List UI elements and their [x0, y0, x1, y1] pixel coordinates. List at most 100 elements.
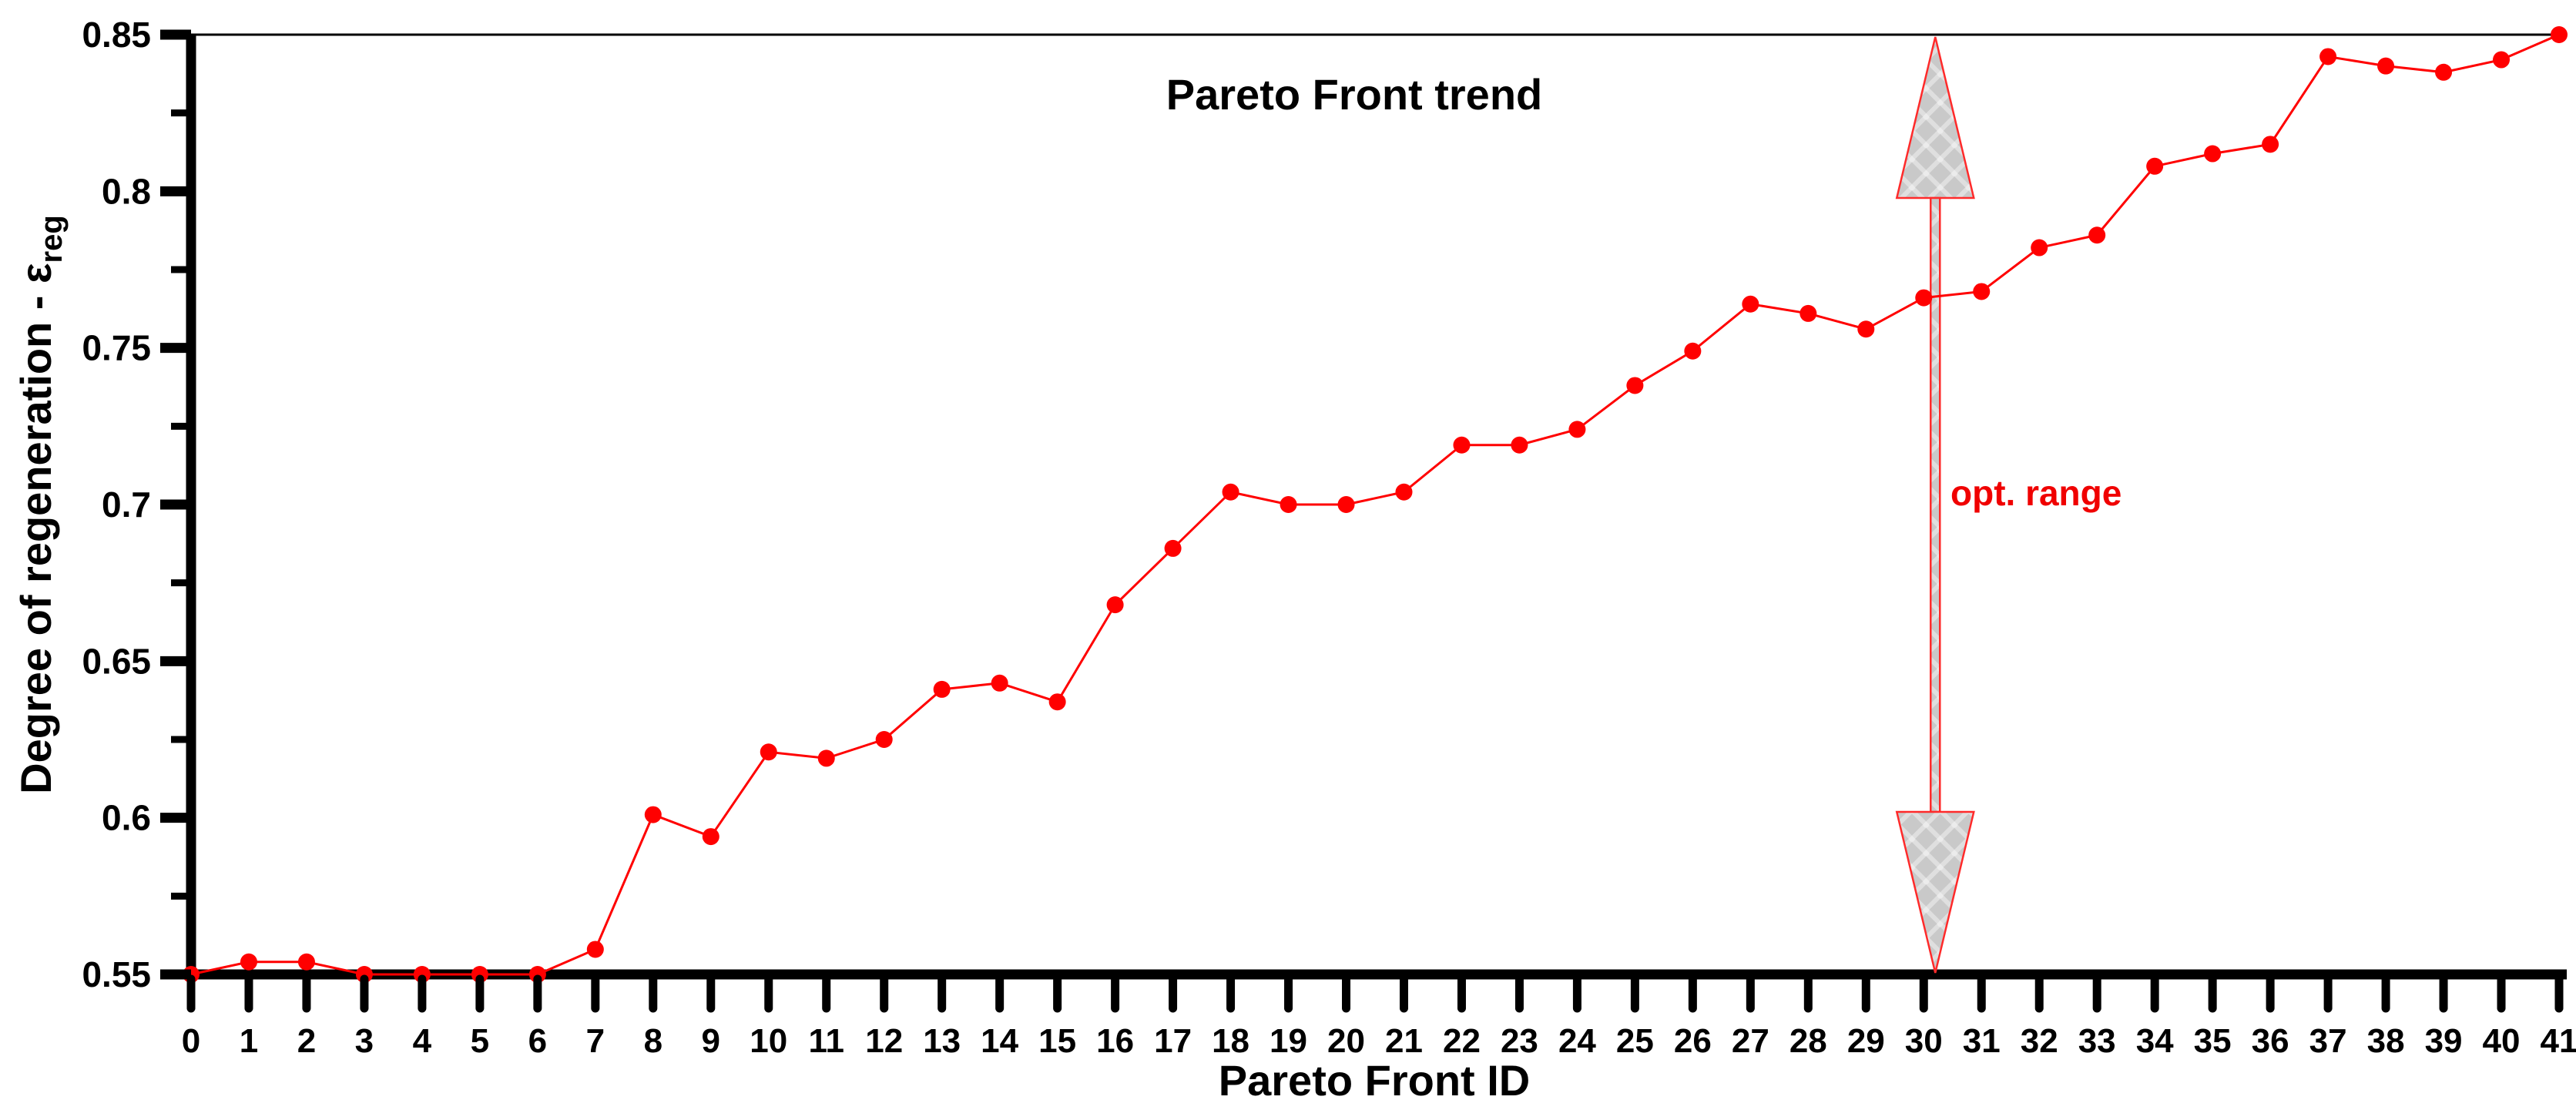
- x-tick-label: 21: [1385, 1022, 1423, 1060]
- data-series: [183, 26, 2568, 983]
- x-tick-label: 15: [1038, 1022, 1076, 1060]
- y-axis-title: Degree of regeneration - εreg: [12, 215, 69, 794]
- x-tick-label: 39: [2425, 1022, 2463, 1060]
- data-point: [1568, 421, 1586, 438]
- data-point: [240, 953, 257, 971]
- data-point: [760, 743, 777, 761]
- data-point: [1106, 596, 1124, 614]
- x-tick-label: 3: [355, 1022, 374, 1060]
- x-tick-label: 27: [1732, 1022, 1769, 1060]
- data-point: [2031, 239, 2048, 257]
- data-point: [1800, 304, 1817, 322]
- x-tick-label: 36: [2252, 1022, 2289, 1060]
- data-point: [2146, 157, 2164, 175]
- x-tick-label: 30: [1905, 1022, 1943, 1060]
- x-tick-label: 28: [1789, 1022, 1827, 1060]
- data-point: [1280, 496, 1297, 513]
- data-point: [1337, 496, 1355, 513]
- data-point: [2088, 226, 2106, 244]
- data-point: [471, 966, 488, 983]
- data-point: [1453, 436, 1471, 454]
- x-tick-label: 23: [1501, 1022, 1538, 1060]
- data-point: [2204, 145, 2222, 163]
- data-point: [1684, 342, 1702, 360]
- opt-range-label: opt. range: [1950, 473, 2122, 513]
- arrow-shaft: [1930, 196, 1941, 813]
- x-tick-label: 29: [1847, 1022, 1885, 1060]
- x-tick-label: 20: [1327, 1022, 1365, 1060]
- x-tick-label: 33: [2078, 1022, 2116, 1060]
- x-tick-label: 37: [2309, 1022, 2347, 1060]
- axis-frame: [186, 33, 2567, 980]
- data-point: [297, 953, 315, 971]
- data-point: [875, 731, 893, 748]
- x-tick-label: 10: [750, 1022, 787, 1060]
- x-tick-label: 17: [1154, 1022, 1192, 1060]
- data-point: [702, 828, 719, 846]
- data-point: [991, 674, 1008, 692]
- x-tick-label: 18: [1212, 1022, 1249, 1060]
- data-point: [2377, 57, 2395, 75]
- data-point: [1915, 289, 1933, 307]
- x-tick-label: 6: [528, 1022, 547, 1060]
- data-point: [933, 680, 951, 698]
- data-point: [2551, 26, 2568, 43]
- x-tick-label: 16: [1096, 1022, 1134, 1060]
- x-tick-label: 1: [240, 1022, 258, 1060]
- data-point: [1742, 295, 1759, 313]
- data-point: [2435, 63, 2453, 81]
- x-axis-title: Pareto Front ID: [1219, 1056, 1530, 1105]
- x-tick-label: 9: [702, 1022, 720, 1060]
- y-tick-label: 0.55: [82, 954, 151, 994]
- data-point: [1857, 320, 1875, 338]
- data-point: [1626, 377, 1644, 394]
- data-point: [413, 966, 431, 983]
- x-tick-label: 0: [182, 1022, 200, 1060]
- x-tick-label: 32: [2021, 1022, 2058, 1060]
- x-tick-label: 24: [1558, 1022, 1596, 1060]
- tick-marks: 0.550.60.650.70.750.80.850 1 2 3 4 5 6 7 8 9 10 11 1…: [82, 15, 2576, 1060]
- x-tick-label: 38: [2367, 1022, 2405, 1060]
- data-point: [528, 966, 546, 983]
- data-point: [586, 941, 604, 958]
- data-point: [1164, 539, 1182, 557]
- y-tick-label: 0.8: [102, 171, 151, 211]
- x-tick-label: 13: [923, 1022, 961, 1060]
- x-tick-label: 2: [297, 1022, 316, 1060]
- series-line: [190, 33, 2560, 976]
- x-tick-label: 40: [2483, 1022, 2521, 1060]
- x-tick-label: 31: [1963, 1022, 2001, 1060]
- data-point: [355, 966, 373, 983]
- data-point: [2493, 51, 2511, 69]
- data-point: [1048, 693, 1066, 711]
- data-point: [1222, 483, 1239, 501]
- x-tick-label: 5: [471, 1022, 489, 1060]
- data-point: [644, 806, 662, 823]
- x-tick-label: 8: [644, 1022, 662, 1060]
- x-tick-label: 19: [1270, 1022, 1307, 1060]
- x-tick-label: 11: [808, 1022, 844, 1060]
- y-tick-label: 0.75: [82, 328, 151, 368]
- x-tick-label: 12: [865, 1022, 903, 1060]
- x-tick-label: 14: [981, 1022, 1018, 1060]
- x-tick-label: 22: [1443, 1022, 1481, 1060]
- arrow-head-down: [1895, 810, 1975, 974]
- data-point: [2319, 48, 2337, 65]
- x-tick-label: 35: [2194, 1022, 2232, 1060]
- y-tick-label: 0.65: [82, 641, 151, 681]
- data-point: [1395, 483, 1413, 501]
- y-tick-label: 0.85: [82, 15, 151, 55]
- x-tick-label: 34: [2136, 1022, 2174, 1060]
- chart-title: Pareto Front trend: [1166, 70, 1542, 119]
- x-tick-label: 26: [1674, 1022, 1712, 1060]
- y-axis-title-main: Degree of regeneration - ε: [12, 263, 60, 793]
- y-tick-label: 0.7: [102, 485, 151, 525]
- data-point: [1511, 436, 1528, 454]
- opt-range-arrow: [1895, 36, 1975, 974]
- data-point: [2262, 136, 2279, 153]
- x-tick-label: 41: [2541, 1022, 2576, 1060]
- data-point: [817, 749, 835, 767]
- x-tick-label: 25: [1616, 1022, 1654, 1060]
